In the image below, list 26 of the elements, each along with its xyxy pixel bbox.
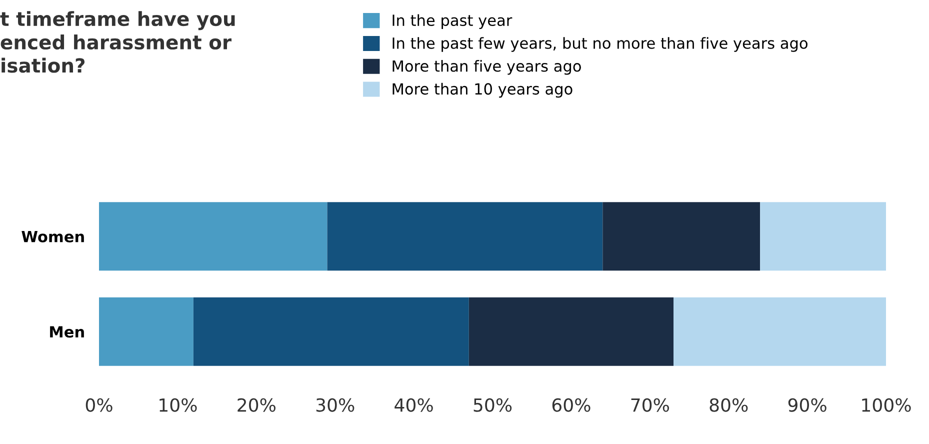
bar: [193, 297, 469, 366]
legend-label: More than 10 years ago: [392, 82, 572, 98]
bar: [602, 202, 760, 271]
bar: [468, 297, 674, 366]
x-tick-label: 80%: [710, 398, 748, 412]
chart-title: t timeframe have you enced harassment or isation?: [0, 11, 235, 73]
x-tick-label: 30%: [316, 398, 354, 412]
x-tick-label: 50%: [474, 398, 512, 412]
bar: [760, 202, 886, 271]
x-tick-label: 0%: [86, 398, 112, 412]
x-tick-label: 70%: [631, 398, 669, 412]
x-tick-label: 40%: [394, 398, 433, 412]
bar: [99, 202, 328, 271]
legend-label: In the past few years, but no more than five years ago: [392, 37, 808, 52]
x-tick-label: 100%: [862, 398, 911, 412]
bar: [674, 297, 886, 366]
bar: [327, 202, 603, 271]
x-tick-label: 90%: [788, 398, 826, 412]
legend-label: In the past year: [392, 14, 512, 29]
x-tick-label: 10%: [160, 398, 197, 412]
x-tick-label: 20%: [238, 398, 276, 412]
legend-label: More than five years ago: [392, 60, 581, 75]
y-tick-label: Women: [22, 231, 84, 242]
bar: [99, 297, 194, 366]
x-tick-label: 60%: [552, 398, 590, 412]
y-tick-label: Men: [50, 326, 84, 338]
